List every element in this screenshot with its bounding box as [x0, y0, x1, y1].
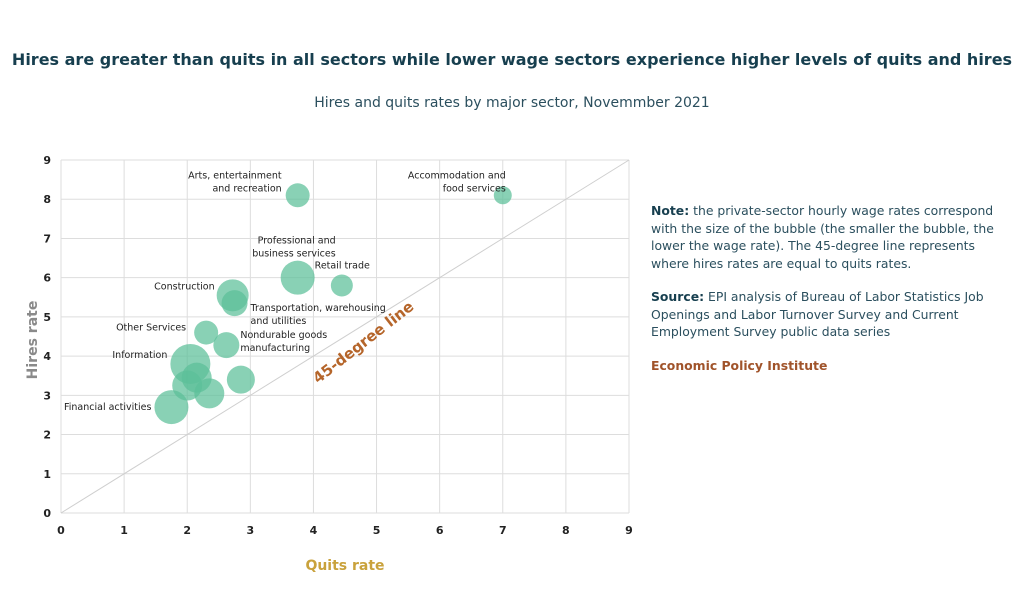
y-tick-label: 2	[43, 429, 51, 442]
x-tick-label: 0	[57, 524, 65, 537]
x-axis-label: Quits rate	[305, 558, 384, 574]
bubble	[194, 378, 225, 409]
bubble-label: Information	[112, 350, 167, 361]
y-tick-label: 1	[43, 468, 51, 481]
y-tick-label: 7	[43, 232, 51, 245]
bubble-label: Professional and business services	[252, 236, 335, 260]
x-tick-label: 3	[247, 524, 255, 537]
note-label: Note:	[651, 203, 690, 218]
x-tick-label: 5	[373, 524, 381, 537]
x-tick-label: 7	[499, 524, 507, 537]
y-tick-label: 6	[43, 272, 51, 285]
bubble-label: Arts, entertainment and recreation	[188, 170, 282, 194]
y-tick-label: 3	[43, 389, 51, 402]
bubble	[285, 183, 310, 208]
chart-subtitle: Hires and quits rates by major sector, N…	[314, 95, 710, 111]
bubble-label: Transportation, warehousing and utilities	[250, 303, 386, 327]
y-tick-label: 0	[43, 507, 51, 520]
chart-title: Hires are greater than quits in all sect…	[11, 50, 1013, 69]
45-degree-line	[60, 159, 630, 514]
bubble-label: Other Services	[116, 323, 186, 334]
x-tick-label: 2	[183, 524, 191, 537]
note-panel: Note: the private-sector hourly wage rat…	[651, 202, 1001, 390]
source-label: Source:	[651, 289, 705, 304]
x-tick-label: 1	[120, 524, 128, 537]
x-tick-label: 6	[436, 524, 444, 537]
y-tick-label: 9	[43, 154, 51, 167]
bubble-label: Nondurable goods manufacturing	[240, 330, 327, 354]
bubble	[194, 320, 219, 345]
organization-name: Economic Policy Institute	[651, 357, 828, 373]
y-tick-label: 4	[43, 350, 51, 363]
bubble	[226, 365, 255, 394]
y-tick-label: 5	[43, 311, 51, 324]
bubble	[213, 332, 240, 359]
x-tick-label: 8	[562, 524, 570, 537]
source-paragraph: Source: EPI analysis of Bureau of Labor …	[651, 288, 1001, 341]
bubble-label: Accommodation and food services	[408, 170, 506, 194]
bubble-label: Financial activities	[64, 402, 151, 413]
bubble	[280, 260, 315, 295]
y-tick-label: 8	[43, 193, 51, 206]
note-paragraph: Note: the private-sector hourly wage rat…	[651, 202, 1001, 272]
bubble-label: Construction	[154, 281, 215, 292]
bubble	[221, 290, 248, 317]
y-axis-label: Hires rate	[25, 301, 41, 380]
bubble	[154, 390, 189, 425]
bubble-label: Retail trade	[315, 261, 370, 272]
note-text: the private-sector hourly wage rates cor…	[651, 203, 994, 271]
x-tick-label: 4	[310, 524, 318, 537]
source-text: EPI analysis of Bureau of Labor Statisti…	[651, 289, 984, 339]
bubble	[330, 274, 353, 297]
bubble	[493, 186, 512, 205]
x-tick-label: 9	[625, 524, 633, 537]
